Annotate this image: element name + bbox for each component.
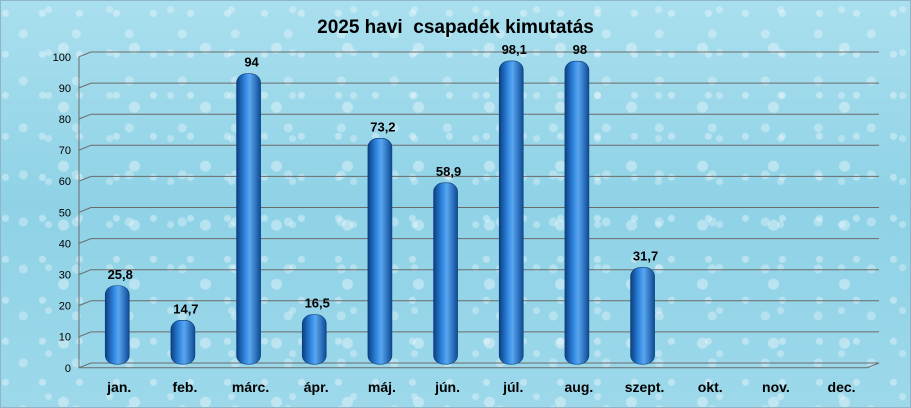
gridline-depth xyxy=(78,144,92,151)
data-label: 58,9 xyxy=(436,164,461,179)
data-label: 16,5 xyxy=(305,296,330,311)
gridline-depth xyxy=(78,113,92,120)
data-label: 98,1 xyxy=(502,42,527,57)
y-tick-label: 10 xyxy=(59,332,71,344)
bar xyxy=(433,182,458,365)
bar xyxy=(104,285,130,365)
bar xyxy=(564,60,590,365)
y-tick-label: 20 xyxy=(59,301,71,313)
x-tick-label: feb. xyxy=(172,379,197,395)
bar xyxy=(630,267,655,365)
y-tick-label: 50 xyxy=(59,207,71,219)
y-tick-label: 40 xyxy=(59,238,71,250)
gridline-depth xyxy=(78,300,92,307)
bar xyxy=(498,60,524,365)
x-tick-label: szept. xyxy=(625,379,665,395)
data-label: 31,7 xyxy=(633,248,658,263)
bar xyxy=(301,314,327,365)
x-tick-label: nov. xyxy=(762,379,790,395)
chart-title: 2025 havi csapadék kimutatás xyxy=(317,17,594,38)
floor-edge xyxy=(866,362,880,369)
x-tick-label: jan. xyxy=(106,379,131,395)
data-label: 94 xyxy=(244,55,259,70)
gridline-depth xyxy=(78,51,92,58)
data-label: 98 xyxy=(573,42,587,57)
x-tick-label: aug. xyxy=(565,379,594,395)
x-tick-label: okt. xyxy=(698,379,723,395)
y-tick-label: 60 xyxy=(59,176,71,188)
data-label: 14,7 xyxy=(173,301,198,316)
y-tick-label: 70 xyxy=(59,145,71,157)
gridline-depth xyxy=(78,175,92,182)
x-tick-label: júl. xyxy=(502,379,523,395)
gridline-depth xyxy=(78,82,92,89)
x-tick-label: jún. xyxy=(434,379,460,395)
y-tick-label: 80 xyxy=(59,114,71,126)
x-tick-label: dec. xyxy=(828,379,856,395)
gridline-depth xyxy=(78,362,92,369)
data-label: 73,2 xyxy=(370,119,395,134)
gridline-depth xyxy=(78,269,92,275)
x-tick-label: márc. xyxy=(232,379,269,395)
data-label: 25,8 xyxy=(108,267,133,282)
gridline-depth xyxy=(78,331,92,338)
x-tick-label: ápr. xyxy=(304,379,329,395)
gridline-depth xyxy=(78,207,92,213)
y-tick-label: 100 xyxy=(53,52,71,64)
gridline-depth xyxy=(78,238,92,244)
bar xyxy=(367,138,393,365)
bar xyxy=(236,73,261,365)
bar xyxy=(170,319,196,365)
y-tick-label: 90 xyxy=(59,83,71,95)
x-tick-label: máj. xyxy=(368,379,396,395)
y-tick-label: 0 xyxy=(65,363,71,375)
y-tick-label: 30 xyxy=(59,270,71,282)
